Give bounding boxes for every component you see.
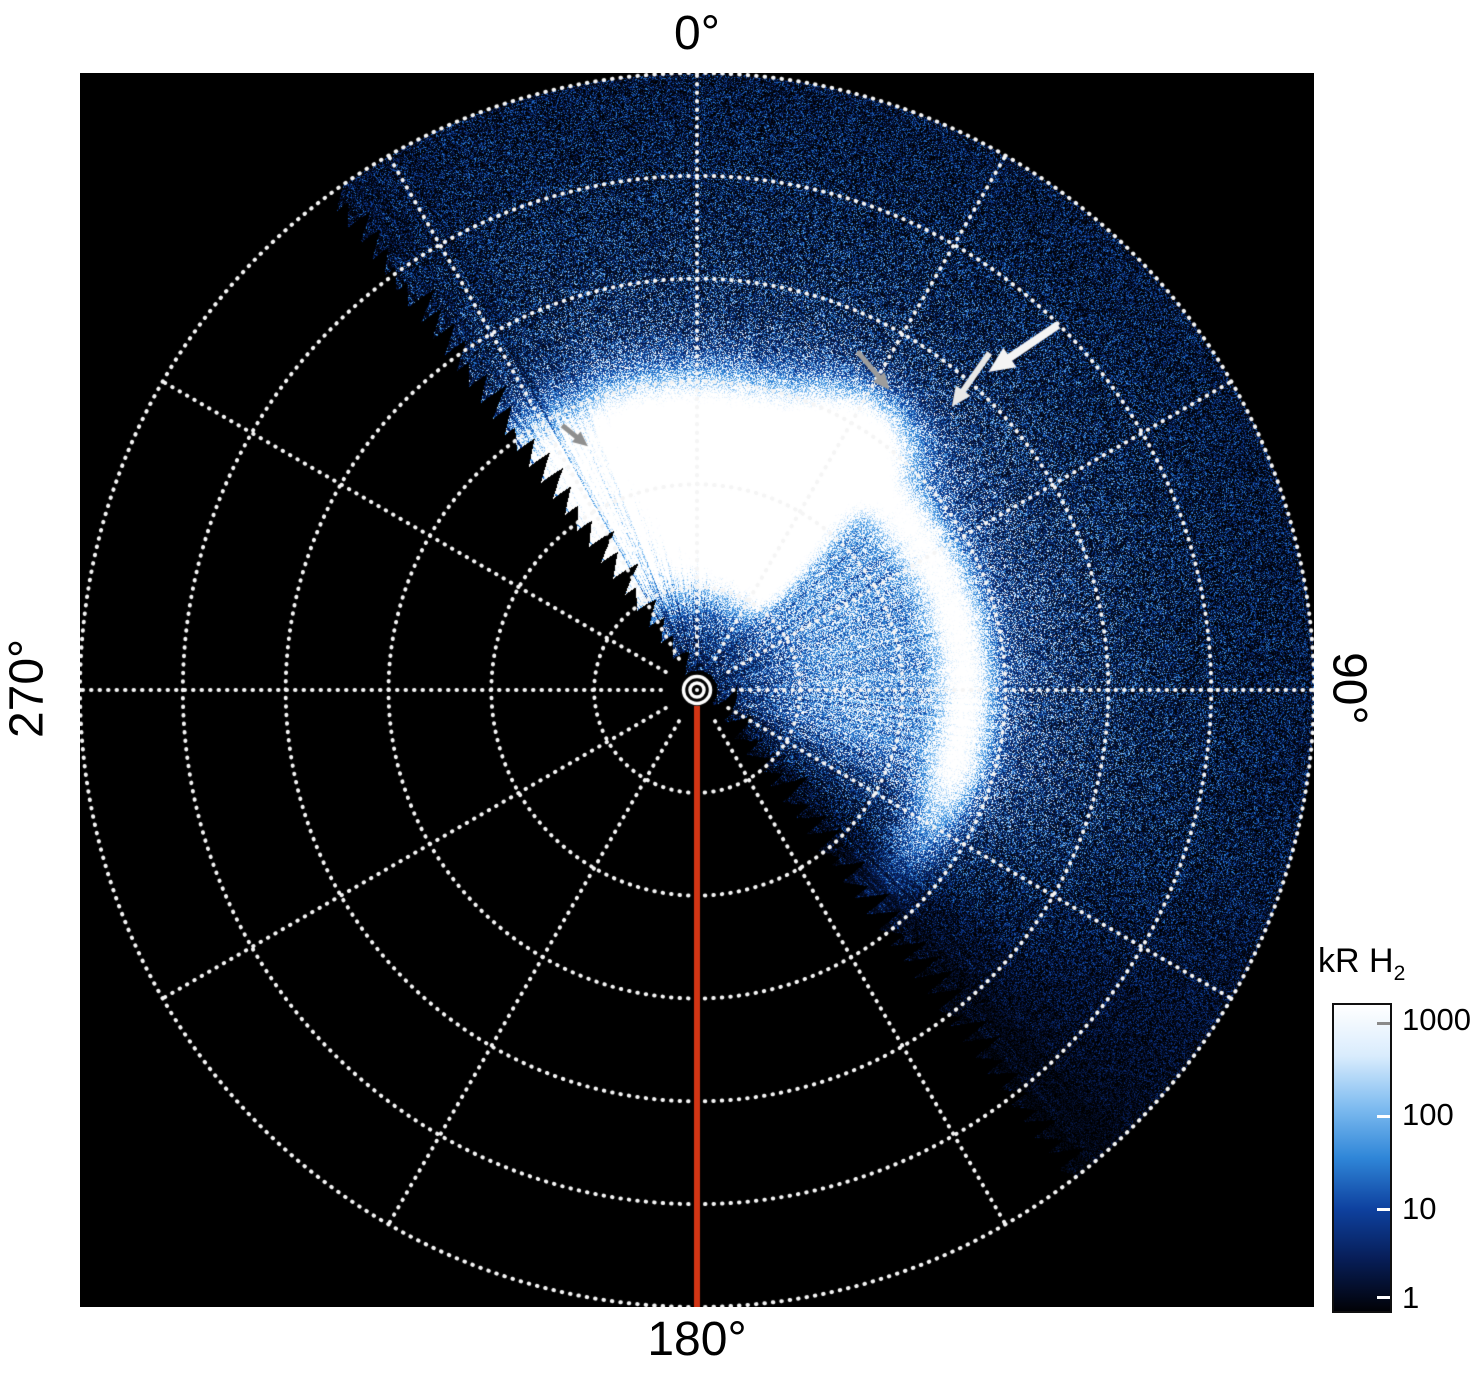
colorbar-tick-mark <box>1377 1295 1390 1299</box>
colorbar-tick-label: 1000 <box>1402 1002 1471 1037</box>
axis-label-180deg: 180° <box>647 1313 747 1366</box>
colorbar-gradient <box>1332 1003 1392 1313</box>
colorbar-title-main: kR H <box>1318 942 1394 980</box>
axis-label-90deg: 90° <box>1322 652 1376 725</box>
colorbar-tick-mark <box>1377 1021 1390 1025</box>
colorbar-tick-label: 10 <box>1402 1191 1437 1226</box>
colorbar-tick-label: 1 <box>1402 1280 1420 1315</box>
colorbar-tick-mark <box>1377 1115 1390 1119</box>
axis-label-0deg: 0° <box>674 7 720 60</box>
colorbar-tick-label: 100 <box>1402 1097 1454 1132</box>
colorbar-title-subscript: 2 <box>1393 961 1406 985</box>
polar-aurora-heatmap <box>80 73 1314 1307</box>
colorbar-title: kR H2 <box>1318 942 1405 986</box>
axis-label-270deg: 270° <box>0 638 54 739</box>
colorbar-tick-mark <box>1377 1208 1390 1212</box>
